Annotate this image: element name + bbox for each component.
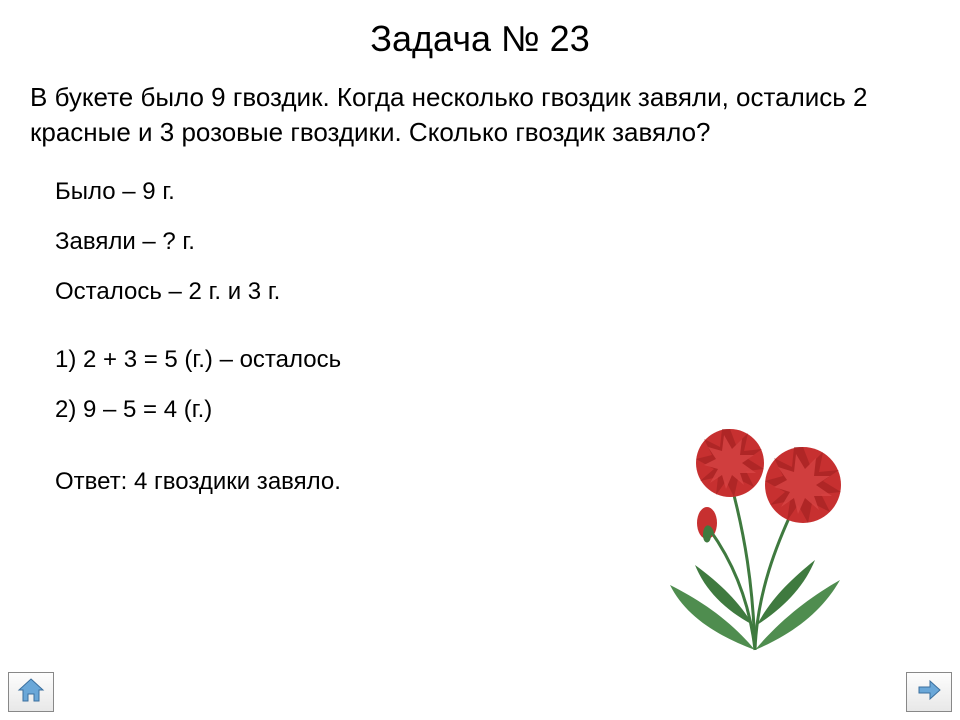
given-block: Было – 9 г. Завяли – ? г. Осталось – 2 г… — [0, 150, 960, 306]
given-line-remain: Осталось – 2 г. и 3 г. — [55, 278, 960, 306]
home-icon — [17, 677, 45, 708]
solution-step-1: 1) 2 + 3 = 5 (г.) – осталось — [55, 346, 960, 374]
next-button[interactable] — [906, 672, 952, 712]
page-title: Задача № 23 — [0, 0, 960, 70]
problem-statement: В букете было 9 гвоздик. Когда несколько… — [0, 70, 960, 150]
home-button[interactable] — [8, 672, 54, 712]
arrow-right-icon — [916, 678, 942, 707]
given-line-was: Было – 9 г. — [55, 178, 960, 206]
carnation-illustration — [645, 385, 865, 655]
given-line-wilted: Завяли – ? г. — [55, 228, 960, 256]
